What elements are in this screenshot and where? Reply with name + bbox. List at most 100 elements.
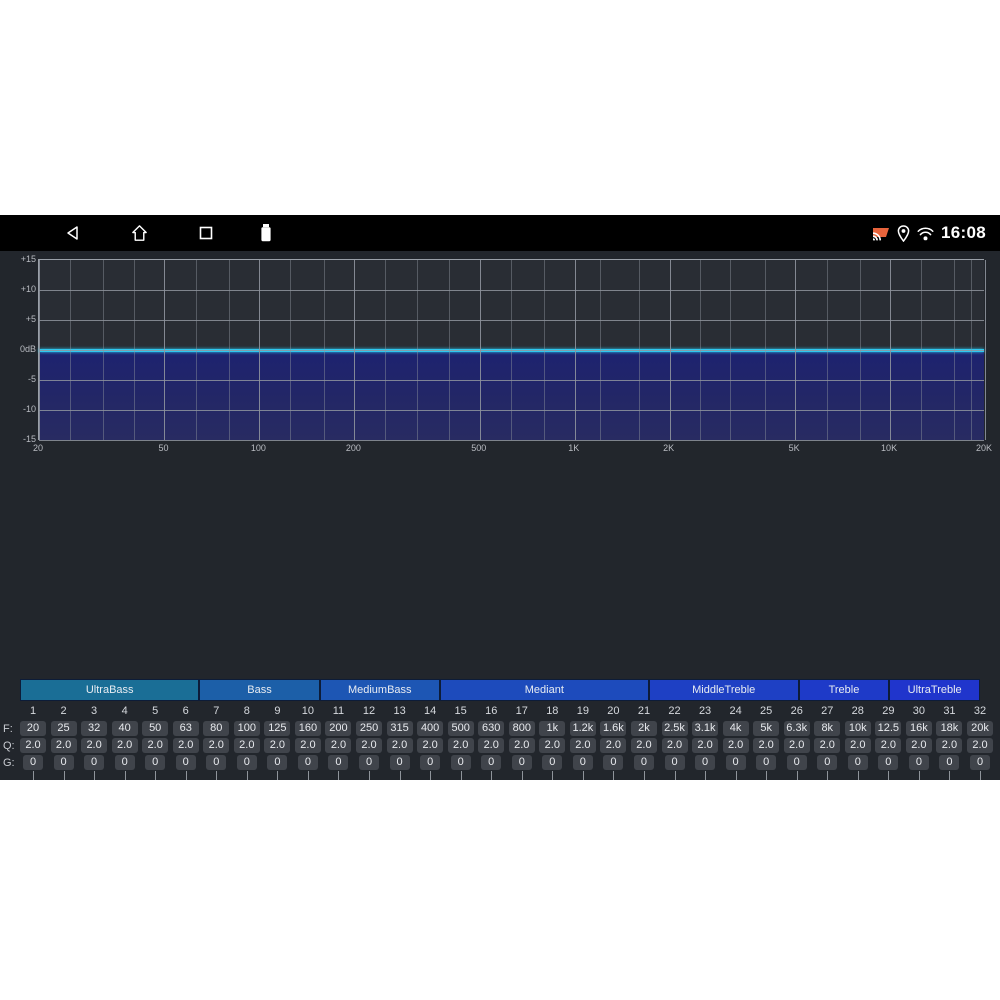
band-gain-cell[interactable]: 0 — [633, 755, 654, 770]
band-frequency-cell[interactable]: 4k — [722, 721, 749, 736]
band-slider-track[interactable] — [552, 771, 554, 780]
band-gain-cell[interactable]: 0 — [878, 755, 899, 770]
band-q-cell[interactable]: 2.0 — [569, 738, 596, 753]
band-frequency-cell[interactable]: 500 — [447, 721, 474, 736]
band-q-cell[interactable]: 2.0 — [722, 738, 749, 753]
band-q-cell[interactable]: 2.0 — [600, 738, 627, 753]
band-frequency-cell[interactable]: 20k — [967, 721, 993, 736]
band-frequency-cell[interactable]: 6.3k — [783, 721, 810, 736]
band-gain-cell[interactable]: 0 — [695, 755, 716, 770]
band-frequency-cell[interactable]: 80 — [203, 721, 230, 736]
band-slider-track[interactable] — [796, 771, 798, 780]
band-gain-cell[interactable]: 0 — [114, 755, 135, 770]
home-button[interactable] — [116, 215, 162, 251]
band-frequency-cell[interactable]: 2k — [630, 721, 657, 736]
band-q-cell[interactable]: 2.0 — [417, 738, 444, 753]
band-slider-track[interactable] — [33, 771, 34, 780]
band-slider-track[interactable] — [94, 771, 96, 780]
band-gain-cell[interactable]: 0 — [389, 755, 410, 770]
band-frequency-cell[interactable]: 160 — [294, 721, 321, 736]
band-frequency-cell[interactable]: 1.2k — [569, 721, 596, 736]
band-frequency-cell[interactable]: 200 — [325, 721, 352, 736]
band-frequency-cell[interactable]: 25 — [50, 721, 77, 736]
band-q-cell[interactable]: 2.0 — [50, 738, 77, 753]
band-group-tab-treble[interactable]: Treble — [798, 679, 890, 701]
band-slider-track[interactable] — [980, 771, 981, 780]
band-q-cell[interactable]: 2.0 — [356, 738, 383, 753]
band-frequency-cell[interactable]: 18k — [936, 721, 963, 736]
band-frequency-cell[interactable]: 32 — [81, 721, 108, 736]
band-q-cell[interactable]: 2.0 — [936, 738, 963, 753]
band-frequency-cell[interactable]: 10k — [844, 721, 871, 736]
band-slider-track[interactable] — [338, 771, 340, 780]
band-slider-track[interactable] — [216, 771, 218, 780]
band-gain-cell[interactable]: 0 — [542, 755, 563, 770]
band-gain-cell[interactable]: 0 — [450, 755, 471, 770]
band-gain-cell[interactable]: 0 — [175, 755, 196, 770]
band-frequency-cell[interactable]: 50 — [142, 721, 169, 736]
band-q-cell[interactable]: 2.0 — [661, 738, 688, 753]
band-frequency-cell[interactable]: 800 — [508, 721, 535, 736]
band-q-cell[interactable]: 2.0 — [967, 738, 993, 753]
band-q-cell[interactable]: 2.0 — [81, 738, 108, 753]
band-gain-cell[interactable]: 0 — [970, 755, 990, 770]
band-q-cell[interactable]: 2.0 — [508, 738, 535, 753]
band-slider-track[interactable] — [307, 771, 309, 780]
band-slider-track[interactable] — [674, 771, 676, 780]
band-slider-track[interactable] — [949, 771, 951, 780]
band-group-tab-mediant[interactable]: Mediant — [439, 679, 649, 701]
band-gain-cell[interactable]: 0 — [481, 755, 502, 770]
band-group-tab-mediumbass[interactable]: MediumBass — [319, 679, 440, 701]
band-group-tab-bass[interactable]: Bass — [199, 679, 320, 701]
band-q-cell[interactable]: 2.0 — [692, 738, 719, 753]
band-frequency-cell[interactable]: 12.5 — [875, 721, 902, 736]
band-q-cell[interactable]: 2.0 — [233, 738, 260, 753]
band-gain-cell[interactable]: 0 — [236, 755, 257, 770]
band-q-cell[interactable]: 2.0 — [783, 738, 810, 753]
band-q-cell[interactable]: 2.0 — [142, 738, 169, 753]
band-gain-cell[interactable]: 0 — [847, 755, 868, 770]
band-gain-cell[interactable]: 0 — [84, 755, 105, 770]
band-slider-track[interactable] — [63, 771, 65, 780]
band-slider-track[interactable] — [155, 771, 157, 780]
band-q-cell[interactable]: 2.0 — [111, 738, 138, 753]
band-gain-cell[interactable]: 0 — [572, 755, 593, 770]
band-q-cell[interactable]: 2.0 — [478, 738, 505, 753]
band-gain-cell[interactable]: 0 — [267, 755, 288, 770]
band-q-cell[interactable]: 2.0 — [294, 738, 321, 753]
band-frequency-cell[interactable]: 16k — [905, 721, 932, 736]
band-gain-cell[interactable]: 0 — [908, 755, 929, 770]
band-q-cell[interactable]: 2.0 — [172, 738, 199, 753]
band-gain-cell[interactable]: 0 — [664, 755, 685, 770]
band-gain-cell[interactable]: 0 — [511, 755, 532, 770]
band-gain-cell[interactable]: 0 — [756, 755, 777, 770]
band-gain-cell[interactable]: 0 — [23, 755, 43, 770]
band-frequency-cell[interactable]: 8k — [814, 721, 841, 736]
band-q-cell[interactable]: 2.0 — [539, 738, 566, 753]
band-gain-cell[interactable]: 0 — [53, 755, 74, 770]
band-frequency-cell[interactable]: 1.6k — [600, 721, 627, 736]
band-q-cell[interactable]: 2.0 — [875, 738, 902, 753]
band-slider-track[interactable] — [918, 771, 920, 780]
band-gain-cell[interactable]: 0 — [786, 755, 807, 770]
band-slider-track[interactable] — [460, 771, 462, 780]
band-gain-cell[interactable]: 0 — [297, 755, 318, 770]
band-gain-cell[interactable]: 0 — [359, 755, 380, 770]
band-q-cell[interactable]: 2.0 — [20, 738, 46, 753]
band-frequency-cell[interactable]: 630 — [478, 721, 505, 736]
band-slider-track[interactable] — [430, 771, 432, 780]
band-gain-cell[interactable]: 0 — [420, 755, 441, 770]
band-slider-track[interactable] — [124, 771, 126, 780]
band-q-cell[interactable]: 2.0 — [905, 738, 932, 753]
band-frequency-cell[interactable]: 40 — [111, 721, 138, 736]
band-q-cell[interactable]: 2.0 — [386, 738, 413, 753]
band-q-cell[interactable]: 2.0 — [447, 738, 474, 753]
band-frequency-cell[interactable]: 400 — [417, 721, 444, 736]
band-frequency-cell[interactable]: 20 — [20, 721, 46, 736]
band-slider-track[interactable] — [399, 771, 401, 780]
band-gain-cell[interactable]: 0 — [817, 755, 838, 770]
recents-button[interactable] — [183, 215, 229, 251]
band-slider-track[interactable] — [766, 771, 768, 780]
band-q-cell[interactable]: 2.0 — [814, 738, 841, 753]
band-gain-cell[interactable]: 0 — [603, 755, 624, 770]
